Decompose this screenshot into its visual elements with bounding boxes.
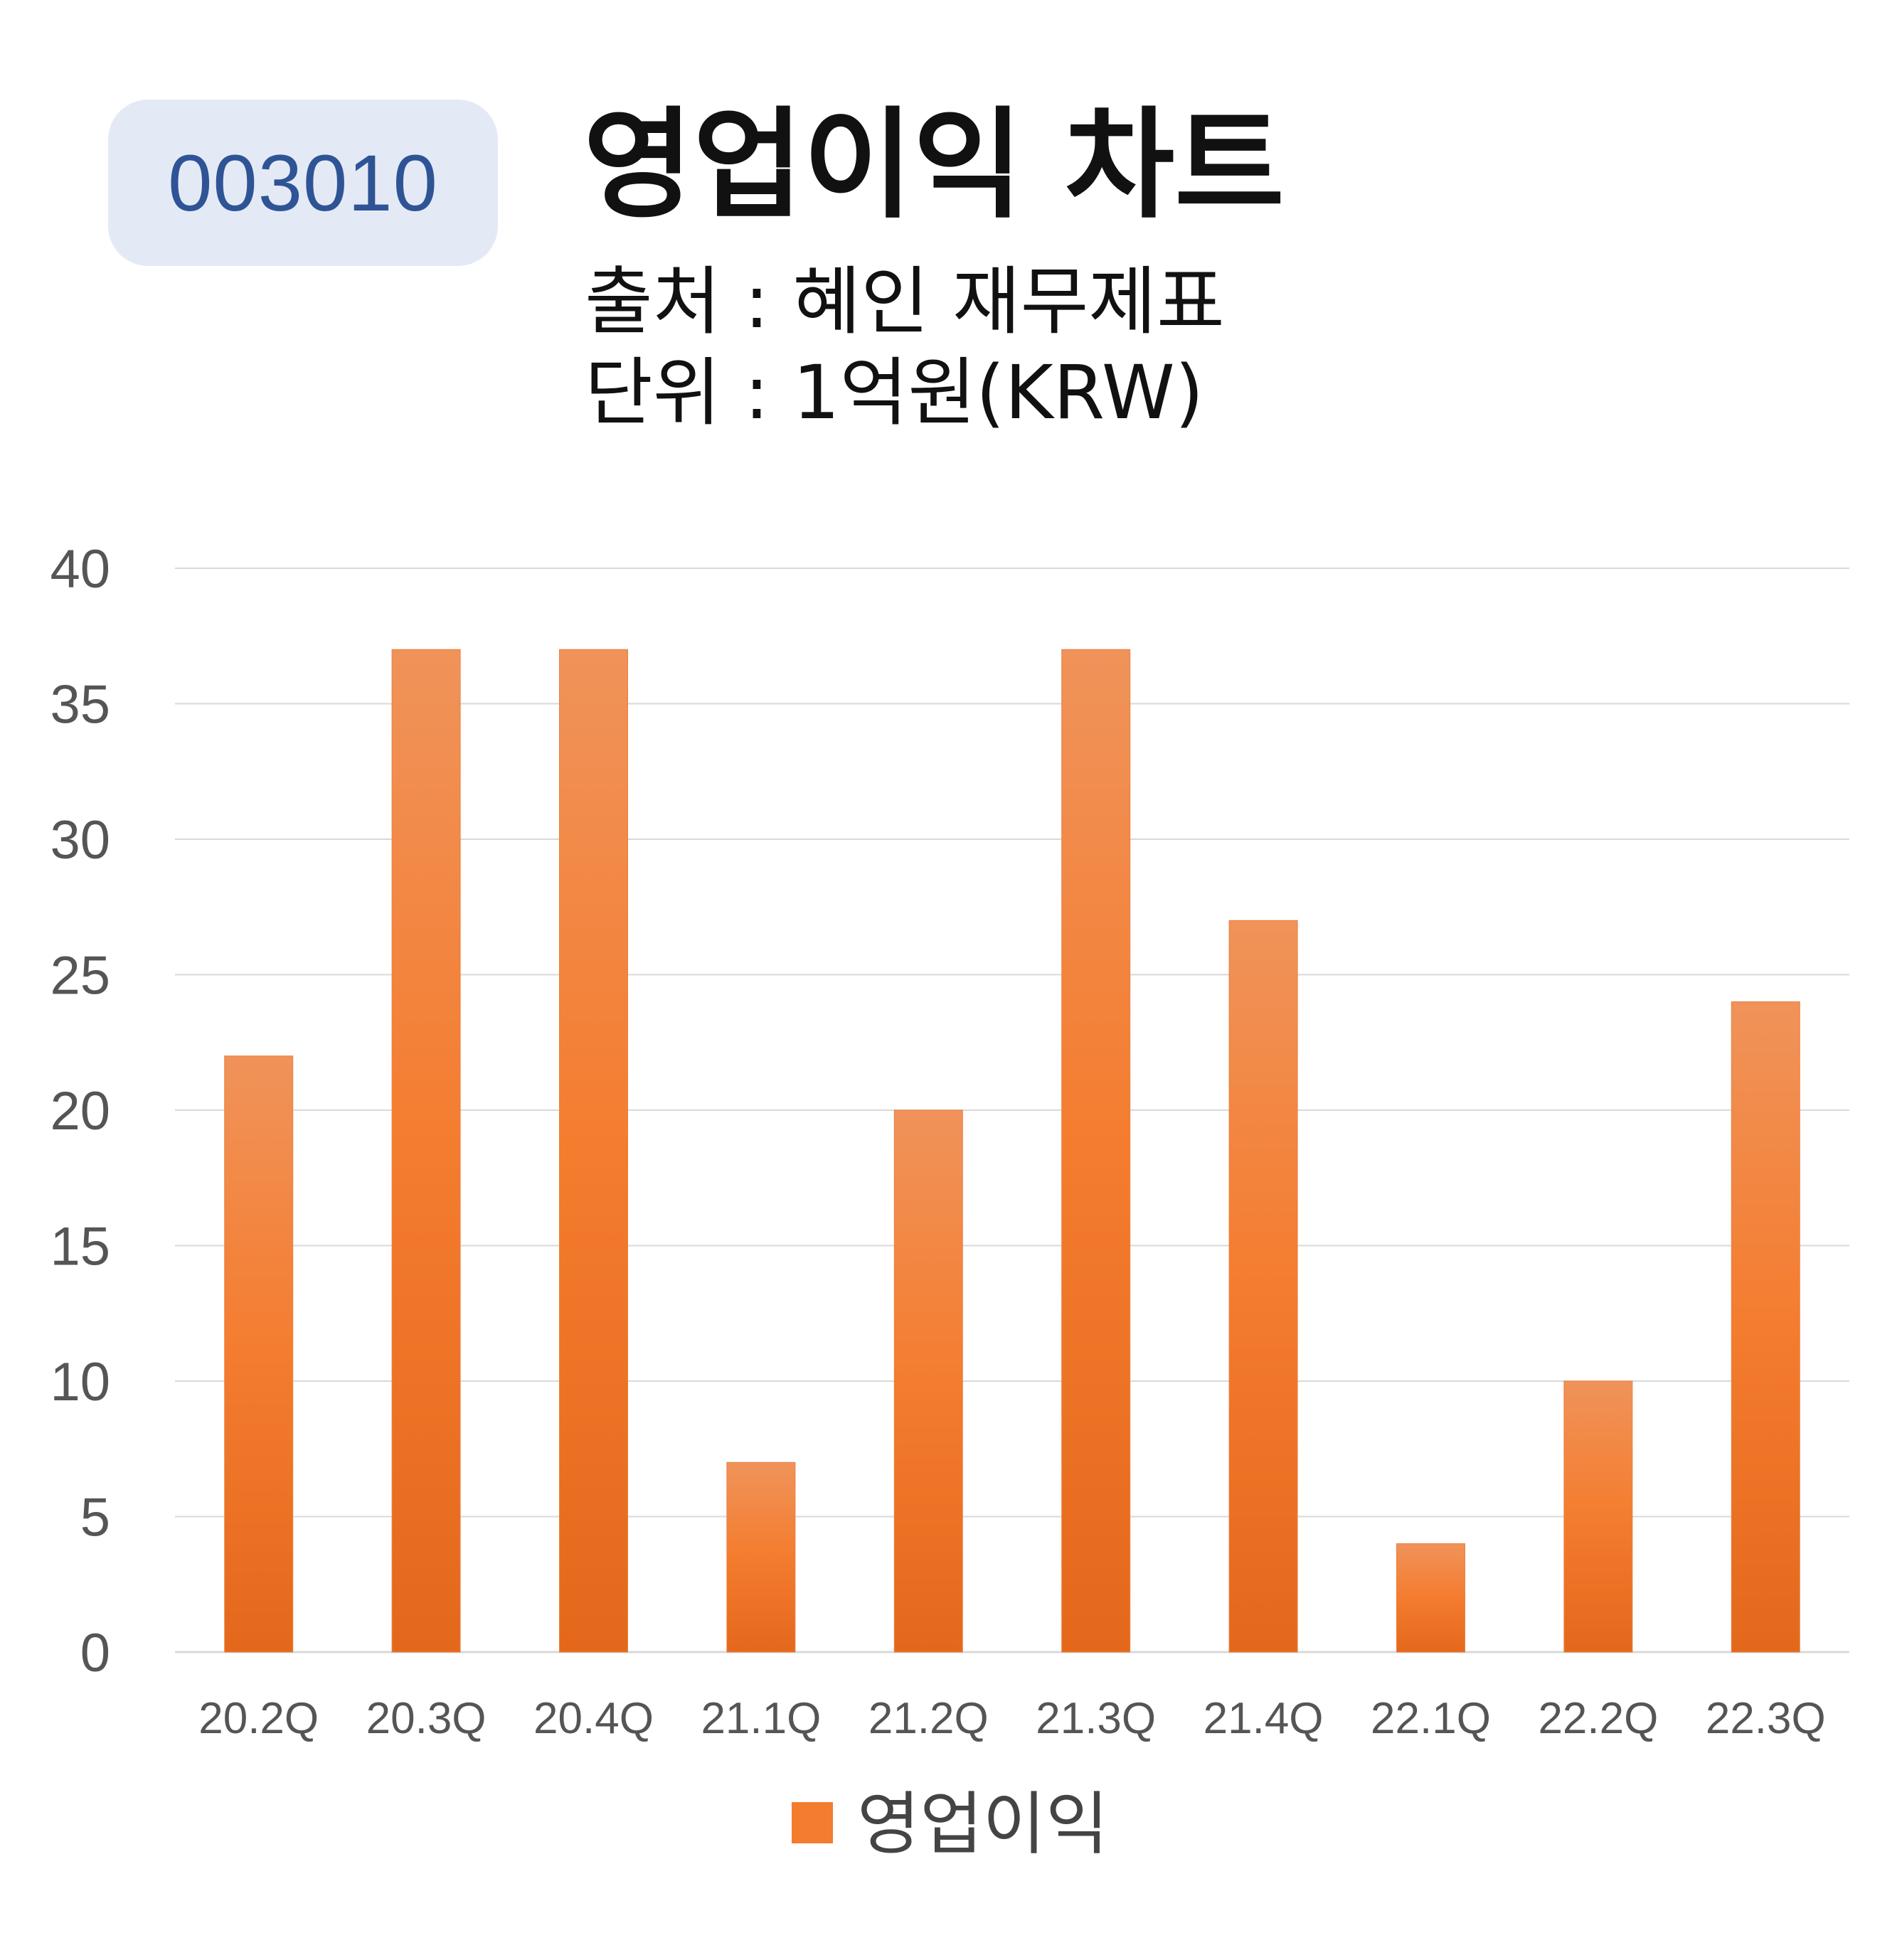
bar <box>391 649 461 1653</box>
y-tick-label: 25 <box>50 946 110 1006</box>
bars <box>224 649 1800 1653</box>
stock-code: 003010 <box>168 138 438 228</box>
bar <box>559 649 628 1653</box>
y-tick-label: 15 <box>50 1217 110 1277</box>
y-axis: 0 5 10 15 20 25 30 35 40 <box>50 539 110 1683</box>
x-tick-label: 21.4Q <box>1203 1694 1324 1743</box>
bar <box>1731 1001 1800 1653</box>
stock-code-badge: 003010 <box>108 100 498 266</box>
bar <box>224 1055 294 1653</box>
y-tick-label: 30 <box>50 810 110 870</box>
bar <box>1563 1380 1633 1653</box>
bar <box>1061 649 1131 1653</box>
unit-label: 단위 : 1억원(KRW) <box>585 349 1204 436</box>
x-tick-label: 22.1Q <box>1371 1694 1491 1743</box>
bar <box>1396 1543 1465 1653</box>
legend-label: 영업이익 <box>857 1784 1108 1864</box>
bar <box>726 1461 796 1653</box>
y-tick-label: 10 <box>50 1352 110 1412</box>
legend: 영업이익 <box>792 1784 1108 1864</box>
y-tick-label: 5 <box>80 1488 110 1548</box>
y-tick-label: 40 <box>50 539 110 600</box>
x-tick-label: 20.2Q <box>198 1694 319 1743</box>
source-label: 출처 : 혜인 재무제표 <box>585 258 1225 345</box>
x-tick-label: 20.3Q <box>366 1694 487 1743</box>
y-tick-label: 0 <box>80 1623 110 1683</box>
x-tick-label: 21.3Q <box>1036 1694 1156 1743</box>
bar <box>893 1109 963 1653</box>
bar <box>1228 920 1298 1653</box>
x-tick-label: 20.4Q <box>533 1694 654 1743</box>
x-tick-label: 21.1Q <box>701 1694 821 1743</box>
y-tick-label: 20 <box>50 1081 110 1141</box>
x-tick-label: 21.2Q <box>868 1694 989 1743</box>
chart-title: 영업이익 차트 <box>583 95 1285 235</box>
x-tick-label: 22.3Q <box>1706 1694 1826 1743</box>
x-tick-label: 22.2Q <box>1538 1694 1658 1743</box>
x-axis: 20.2Q 20.3Q 20.4Q 21.1Q 21.2Q 21.3Q 21.4Q 22.1Q… <box>198 1694 1826 1743</box>
y-tick-label: 35 <box>50 675 110 735</box>
legend-swatch <box>792 1802 833 1843</box>
